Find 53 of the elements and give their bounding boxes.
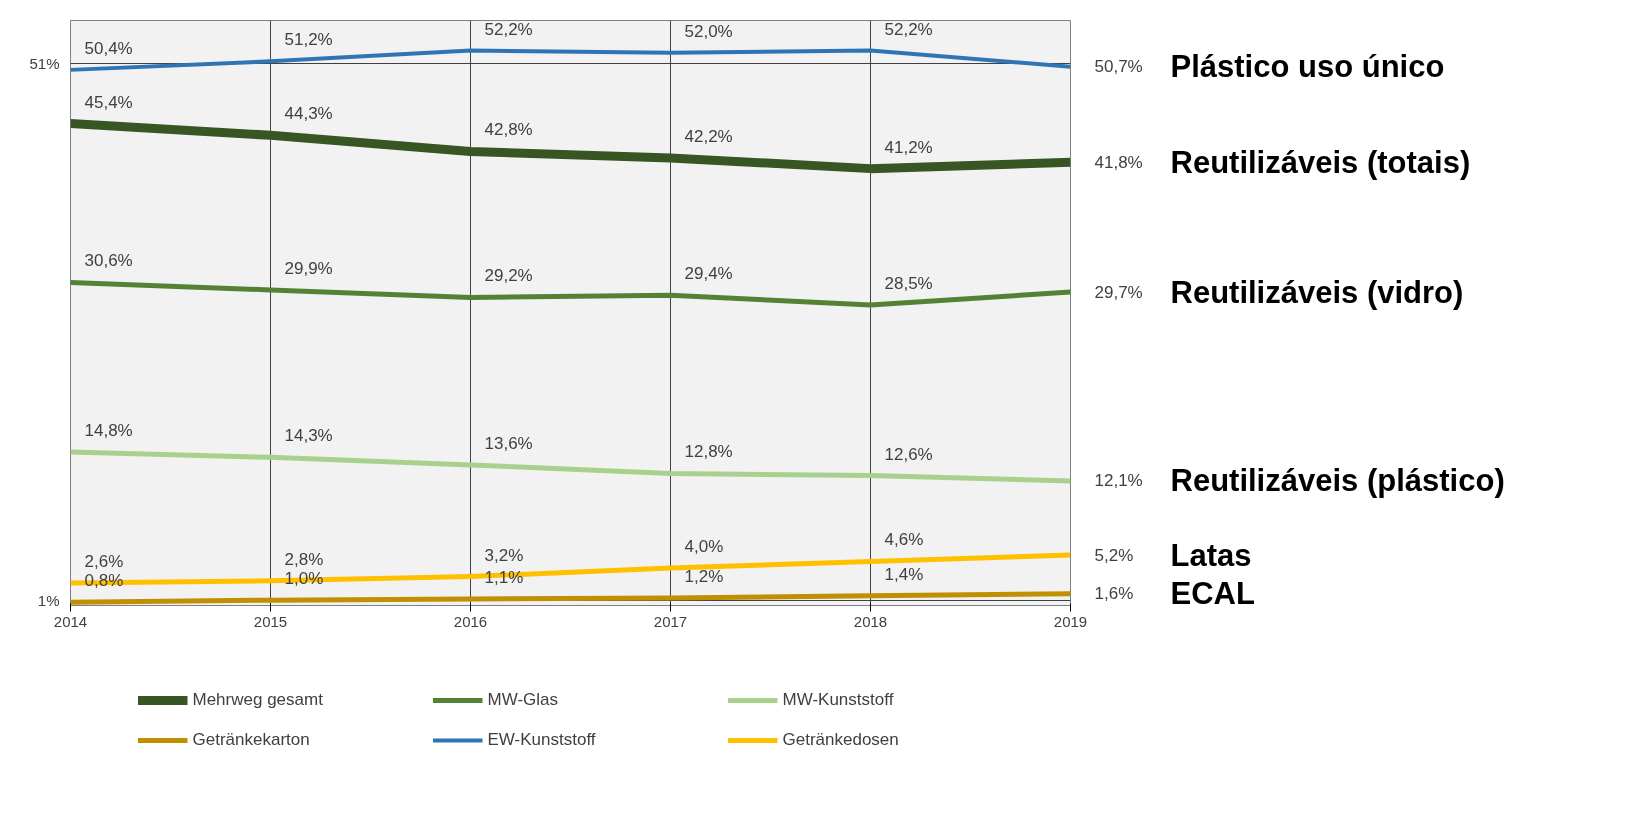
- data-label: 1,4%: [884, 564, 924, 584]
- x-tick-label: 2016: [453, 612, 488, 630]
- data-label: 12,6%: [884, 444, 933, 464]
- data-label: 42,2%: [684, 126, 733, 146]
- data-label: 4,6%: [884, 530, 924, 550]
- data-label: 1,6%: [1094, 584, 1134, 604]
- data-label: 1,2%: [684, 566, 724, 586]
- legend-label: EW-Kunststoff: [487, 730, 597, 750]
- text: Reutilizáveis (totais): [1170, 144, 1471, 180]
- data-label: 12,8%: [684, 442, 733, 462]
- data-label: 5,2%: [1094, 545, 1134, 565]
- text: Latas: [1170, 537, 1252, 573]
- text: ECAL: [1170, 576, 1255, 612]
- data-label: 28,5%: [884, 273, 933, 293]
- legend-label: MW-Kunststoff: [782, 690, 895, 710]
- data-label: 29,7%: [1094, 282, 1143, 302]
- data-label: 50,7%: [1094, 57, 1143, 77]
- y-tick-label: 1%: [37, 591, 60, 609]
- data-label: 52,2%: [484, 19, 533, 39]
- data-label: 30,6%: [84, 251, 133, 271]
- data-label: 52,0%: [684, 21, 733, 41]
- data-label: 14,3%: [284, 426, 333, 446]
- x-tick-label: 2017: [653, 612, 688, 630]
- text: Reutilizáveis (plástico): [1170, 463, 1505, 499]
- legend-label: Mehrweg gesamt: [192, 690, 324, 710]
- data-label: 12,1%: [1094, 471, 1143, 491]
- data-label: 29,2%: [484, 266, 533, 286]
- x-tick-label: 2018: [853, 612, 888, 630]
- data-label: 45,4%: [84, 92, 133, 112]
- legend-label: Getränkedosen: [782, 730, 900, 750]
- data-label: 42,8%: [484, 120, 533, 140]
- data-label: 13,6%: [484, 433, 533, 453]
- data-label: 51,2%: [284, 30, 333, 50]
- data-label: 3,2%: [484, 545, 524, 565]
- x-tick-label: 2014: [53, 612, 88, 630]
- text: Plástico uso único: [1170, 49, 1445, 85]
- x-tick-label: 2015: [253, 612, 288, 630]
- y-tick-label: 51%: [29, 54, 60, 72]
- data-label: 41,2%: [884, 137, 933, 157]
- data-label: 29,4%: [684, 264, 733, 284]
- data-label: 44,3%: [284, 104, 333, 124]
- legend-label: MW-Glas: [487, 690, 559, 710]
- data-label: 14,8%: [84, 421, 133, 440]
- text: Reutilizáveis (vidro): [1170, 274, 1464, 310]
- data-label: 41,8%: [1094, 152, 1143, 172]
- data-label: 2,6%: [84, 551, 124, 571]
- data-label: 50,4%: [84, 38, 133, 58]
- legend-label: Getränkekarton: [192, 730, 311, 750]
- data-label: 29,9%: [284, 258, 333, 278]
- data-label: 4,0%: [684, 536, 724, 556]
- data-label: 2,8%: [284, 549, 324, 569]
- data-label: 52,2%: [884, 19, 933, 39]
- x-tick-label: 2019: [1053, 612, 1088, 630]
